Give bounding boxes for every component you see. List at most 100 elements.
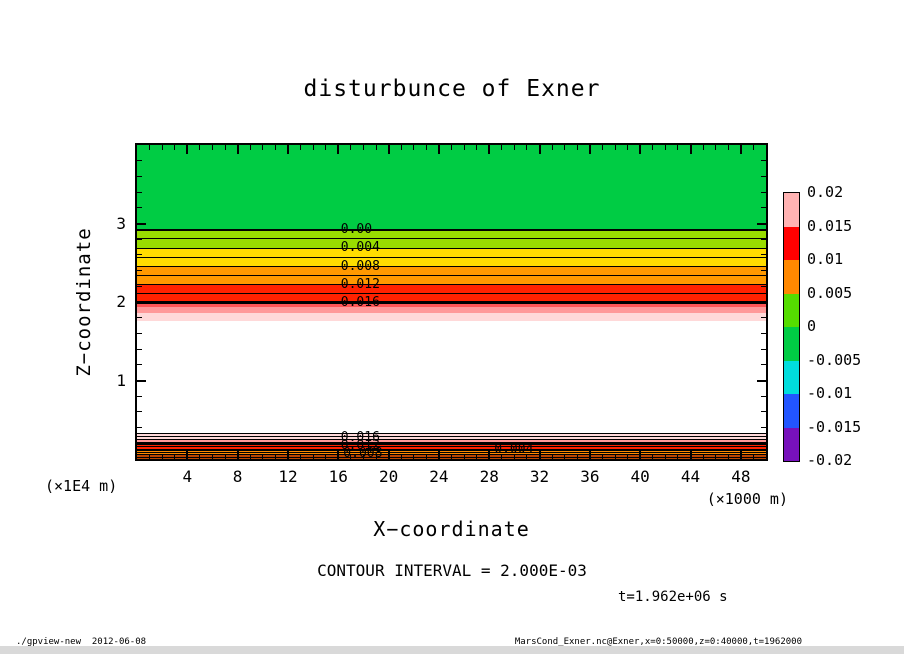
x-axis-tick bbox=[614, 454, 616, 459]
x-axis-tick bbox=[199, 145, 201, 150]
plot-area: 0.00 0.004 0.008 0.012 0.016 0.016 0.012 0.008 0… bbox=[135, 143, 768, 461]
y-tick-label: 2 bbox=[116, 292, 126, 311]
y-axis-tick bbox=[137, 395, 142, 397]
x-axis-tick bbox=[664, 145, 666, 150]
contour-line bbox=[137, 451, 766, 453]
contour-label: 0.008 bbox=[343, 445, 383, 461]
x-axis-tick bbox=[199, 454, 201, 459]
x-axis-tick bbox=[300, 145, 302, 150]
y-axis-tick bbox=[137, 411, 142, 413]
y-axis-tick bbox=[757, 379, 766, 382]
contour-line bbox=[137, 301, 766, 305]
x-axis-tick bbox=[249, 454, 251, 459]
colorbar-tick-label: 0.005 bbox=[807, 283, 853, 302]
contour-band bbox=[137, 145, 766, 230]
x-axis-tick bbox=[677, 454, 679, 459]
colorbar-segment bbox=[784, 226, 799, 260]
y-axis-tick bbox=[137, 301, 146, 303]
y-axis-tick bbox=[761, 238, 766, 240]
x-axis-tick bbox=[488, 145, 491, 154]
x-axis-tick bbox=[752, 145, 754, 150]
contour-line bbox=[137, 449, 766, 452]
y-axis-tick bbox=[761, 160, 766, 162]
contour-line bbox=[137, 443, 766, 446]
colorbar-segment bbox=[784, 394, 799, 428]
contour-band bbox=[137, 302, 766, 308]
x-axis-tick bbox=[425, 145, 427, 150]
x-axis-tick bbox=[739, 145, 742, 154]
y-axis-tick bbox=[137, 364, 142, 366]
y-axis-tick bbox=[137, 238, 142, 240]
x-axis-tick bbox=[652, 145, 654, 150]
x-axis-tick bbox=[387, 145, 390, 154]
y-axis-tick bbox=[761, 207, 766, 209]
y-axis-tick bbox=[137, 442, 142, 444]
x-axis-tick bbox=[236, 450, 239, 459]
contour-label: 0.012 bbox=[340, 276, 380, 292]
y-axis-tick bbox=[137, 427, 142, 429]
chart-title: disturbunce of Exner bbox=[303, 76, 601, 102]
x-axis-tick bbox=[211, 454, 213, 459]
x-axis-tick bbox=[262, 454, 264, 459]
y-axis-tick bbox=[137, 270, 142, 272]
x-tick-label: 16 bbox=[328, 467, 348, 486]
y-tick-label: 3 bbox=[116, 213, 126, 233]
x-axis-tick bbox=[752, 454, 754, 459]
contour-label: 0.004 bbox=[340, 240, 380, 256]
x-axis-tick bbox=[463, 145, 465, 150]
x-axis-tick bbox=[224, 145, 226, 150]
y-axis-tick bbox=[761, 191, 766, 193]
y-axis-tick bbox=[137, 348, 142, 350]
x-axis-tick bbox=[689, 145, 692, 154]
contour-label: 0.012 bbox=[340, 438, 380, 454]
x-axis-tick bbox=[174, 145, 176, 150]
x-tick-label: 24 bbox=[429, 467, 449, 486]
x-axis-tick bbox=[538, 450, 541, 459]
y-axis-tick bbox=[137, 207, 142, 209]
x-axis-tick bbox=[161, 145, 163, 150]
x-axis-tick bbox=[551, 454, 553, 459]
contour-line bbox=[137, 266, 766, 268]
x-axis-tick bbox=[400, 145, 402, 150]
colorbar-tick-label: 0.015 bbox=[807, 216, 853, 235]
colorbar-segment bbox=[784, 327, 799, 361]
x-axis-tick bbox=[286, 145, 289, 154]
x-axis-tick bbox=[476, 145, 478, 150]
x-tick-label: 12 bbox=[278, 467, 298, 486]
colorbar-tick-label: -0.005 bbox=[807, 350, 862, 369]
x-axis-tick bbox=[576, 145, 578, 150]
x-axis-tick bbox=[588, 450, 591, 459]
x-axis-tick bbox=[727, 454, 729, 459]
contour-line bbox=[137, 275, 766, 277]
contour-label: 0.016 bbox=[340, 294, 380, 310]
x-tick-label: 4 bbox=[182, 467, 193, 486]
x-axis-tick bbox=[186, 145, 189, 154]
footer-left: ./gpview-new 2012-06-08 bbox=[16, 637, 147, 647]
x-axis-tick bbox=[715, 145, 717, 150]
colorbar-tick-label: 0 bbox=[807, 317, 817, 335]
x-axis-label: X−coordinate bbox=[373, 517, 530, 541]
y-axis-tick bbox=[761, 285, 766, 287]
colorbar bbox=[783, 192, 800, 462]
colorbar-tick-label: -0.02 bbox=[807, 451, 853, 469]
x-axis-tick bbox=[513, 145, 515, 150]
contour-label: 0.016 bbox=[340, 429, 380, 445]
x-axis-tick bbox=[174, 454, 176, 459]
colorbar-tick-label: -0.015 bbox=[807, 417, 862, 436]
x-axis-tick bbox=[437, 145, 440, 154]
x-axis-tick bbox=[715, 454, 717, 459]
colorbar-tick-label: 0.02 bbox=[807, 183, 844, 201]
x-axis-tick bbox=[727, 145, 729, 150]
contour-line bbox=[137, 441, 766, 443]
x-unit-label: (×1000 m) bbox=[706, 490, 788, 508]
contour-band bbox=[137, 307, 766, 313]
x-tick-label: 48 bbox=[731, 467, 751, 486]
x-axis-tick bbox=[639, 145, 642, 154]
x-axis-tick bbox=[526, 145, 528, 150]
x-axis-tick bbox=[739, 450, 742, 459]
colorbar-segment bbox=[784, 427, 799, 461]
y-axis-tick bbox=[137, 379, 146, 382]
x-axis-tick bbox=[614, 145, 616, 150]
y-axis-tick bbox=[761, 395, 766, 397]
